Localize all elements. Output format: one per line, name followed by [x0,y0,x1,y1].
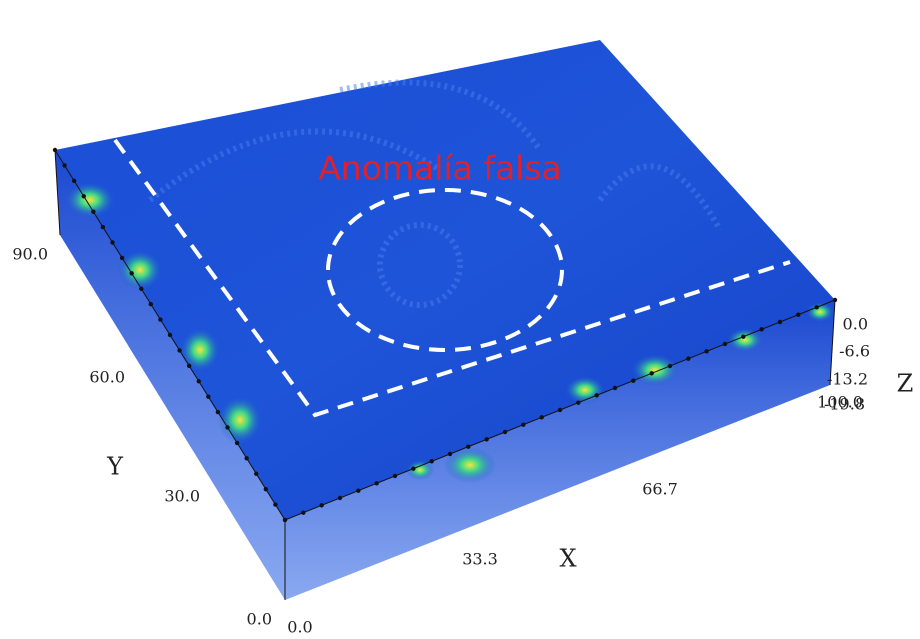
annotation: Anomalía falsa [318,149,562,188]
top-face [55,40,835,520]
edge-dot [649,371,654,376]
edge-dot [337,495,343,501]
edge-dot [411,466,416,471]
z-tick-label: 0.0 [843,315,868,334]
y-axis-label: Y [106,453,124,481]
edge-dot [667,363,673,369]
edge-dot [196,379,201,384]
edge-dot [502,429,508,435]
z-ticks: 0.0 -6.6 -13.2 -19.8 [824,315,870,414]
edge-dots [52,147,838,523]
x-ticks: 0.0 33.3 66.7 100.0 [287,393,863,637]
edge-dot [282,517,288,523]
y-tick-label: 0.0 [247,610,272,629]
edge-dot [206,394,211,399]
edge-dot [356,488,361,493]
edge-dot [100,224,106,230]
ring-pattern [148,79,723,308]
x-tick-label: 100.0 [817,393,863,412]
anomaly-blobs [65,182,834,483]
edge-dot [447,451,453,457]
left-face [55,150,285,600]
edge-dot [186,363,192,369]
edge-dot [759,327,764,332]
right-face [285,300,835,600]
edge-dot [557,407,563,413]
edge-dot [832,297,838,303]
edge-dot [484,437,489,442]
edge-dot [158,317,163,322]
edge-dot [777,319,783,325]
edge-dot [429,459,434,464]
y-tick-label: 30.0 [164,487,200,506]
z-axis-label: Z [897,370,914,398]
edge-dot [814,305,819,310]
edge-dot [319,503,324,508]
edge-dot [148,301,154,307]
edge-dot [392,473,398,479]
edge-dot [539,415,544,420]
edge-dot [576,400,581,405]
edge-dot [741,334,746,339]
edge-dot [521,422,526,427]
y-ticks: 0.0 30.0 60.0 90.0 [12,245,272,629]
edge-dot [631,378,636,383]
edge-dot [273,502,278,507]
edge-dot [796,312,801,317]
edge-dot [177,348,182,353]
edge-dot [139,286,144,291]
y-tick-label: 60.0 [89,368,125,387]
edge-dot [167,332,173,338]
z-tick-label: -13.2 [827,370,868,389]
volume [54,40,836,600]
x-tick-label: 66.7 [642,480,678,499]
edge-dot [225,425,230,430]
edge-dot [91,209,96,214]
y-tick-label: 90.0 [12,245,48,264]
edge-dot [263,486,269,492]
edge-dot [301,510,306,515]
edge-dot [62,163,67,168]
edge-dot [612,385,618,391]
edge-dot [722,341,728,347]
x-tick-label: 0.0 [287,618,312,637]
edge-dot [686,356,691,361]
edge-dot [254,471,259,476]
z-tick-label: -6.6 [839,342,870,361]
edge-dot [71,178,77,184]
edge-dot [594,393,599,398]
edge-dot [466,444,471,449]
edge-dot [374,481,379,486]
edge-dot [110,240,115,245]
edge-dot [129,271,134,276]
edge-dot [215,409,221,415]
edge-dot [119,255,125,261]
edge-dot [234,440,240,446]
dashed-markers [113,138,791,418]
edge-dot [244,456,249,461]
edge-dot [81,194,86,199]
z-tick-label: -19.8 [824,395,865,414]
edge-dot [52,147,58,153]
x-axis-label: X [559,545,576,573]
x-tick-label: 33.3 [462,550,498,569]
edge-dot [704,349,709,354]
